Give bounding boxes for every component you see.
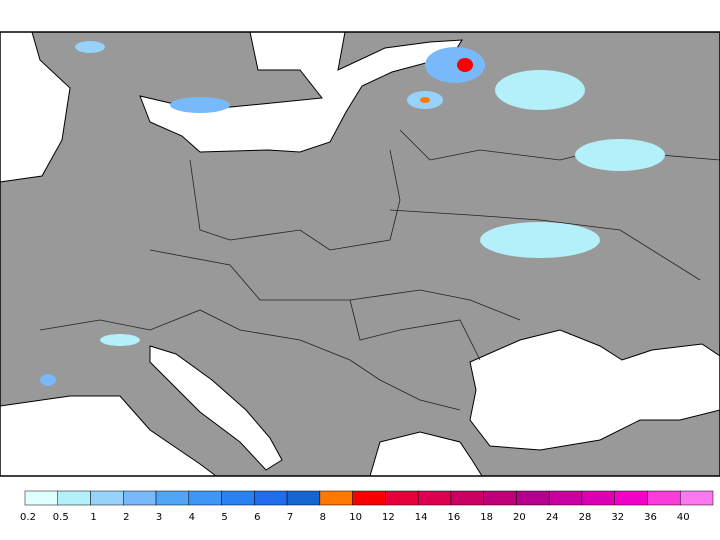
precip-area <box>40 374 56 386</box>
color-swatch <box>647 490 681 506</box>
color-label: 6 <box>254 512 260 523</box>
color-label: 20 <box>513 512 526 523</box>
color-swatch <box>581 490 615 506</box>
precip-area <box>170 97 230 113</box>
color-swatch <box>155 490 190 506</box>
color-label: 40 <box>677 512 690 523</box>
precip-area <box>457 58 473 72</box>
color-label: 8 <box>320 512 326 523</box>
country-border <box>39 309 461 411</box>
color-bar: 0.2 0.5 1 2 3 4 5 6 7 8 10 12 14 16 18 20 24 28 32 36 40 <box>20 490 714 523</box>
color-swatch <box>352 490 386 506</box>
precip-area <box>425 47 485 83</box>
country-border <box>389 209 701 281</box>
country-border <box>349 299 481 361</box>
color-swatch <box>679 490 714 506</box>
precip-area <box>420 97 430 103</box>
map-frame <box>0 31 720 477</box>
color-swatch <box>483 490 517 506</box>
color-swatch <box>57 490 91 506</box>
color-swatch <box>548 490 583 506</box>
color-swatch <box>123 490 157 506</box>
precip-area <box>100 334 140 346</box>
color-swatch <box>286 490 321 506</box>
color-swatch <box>319 490 353 506</box>
north-sea <box>0 31 71 183</box>
color-label: 12 <box>382 512 395 523</box>
color-swatch <box>417 490 452 506</box>
color-label: 36 <box>644 512 657 523</box>
black-sea <box>469 329 720 451</box>
country-border <box>189 149 401 251</box>
color-label: 32 <box>611 512 624 523</box>
color-label: 3 <box>156 512 162 523</box>
color-swatch <box>90 490 124 506</box>
color-label: 10 <box>349 512 362 523</box>
color-swatch <box>188 490 222 506</box>
color-swatch <box>450 490 484 506</box>
color-swatch <box>254 490 288 506</box>
color-label: 2 <box>123 512 129 523</box>
color-label: 0.5 <box>53 512 69 523</box>
color-swatch <box>614 490 648 506</box>
adriatic-sea <box>149 345 283 471</box>
color-label: 24 <box>546 512 559 523</box>
color-label: 4 <box>189 512 195 523</box>
baltic-sea <box>139 31 463 153</box>
color-label: 5 <box>221 512 227 523</box>
precip-area <box>495 70 585 110</box>
color-label: 16 <box>448 512 461 523</box>
color-swatch <box>385 490 419 506</box>
precip-area <box>575 139 665 171</box>
color-swatch <box>221 490 255 506</box>
color-label: 0.2 <box>20 512 36 523</box>
map-area <box>0 31 720 477</box>
color-label: 28 <box>579 512 592 523</box>
color-label: 1 <box>90 512 96 523</box>
precip-area <box>75 41 105 53</box>
color-label: 7 <box>287 512 293 523</box>
color-swatch <box>24 490 59 506</box>
color-swatch <box>516 490 550 506</box>
color-label: 14 <box>415 512 428 523</box>
precip-area <box>480 222 600 258</box>
color-label: 18 <box>480 512 493 523</box>
